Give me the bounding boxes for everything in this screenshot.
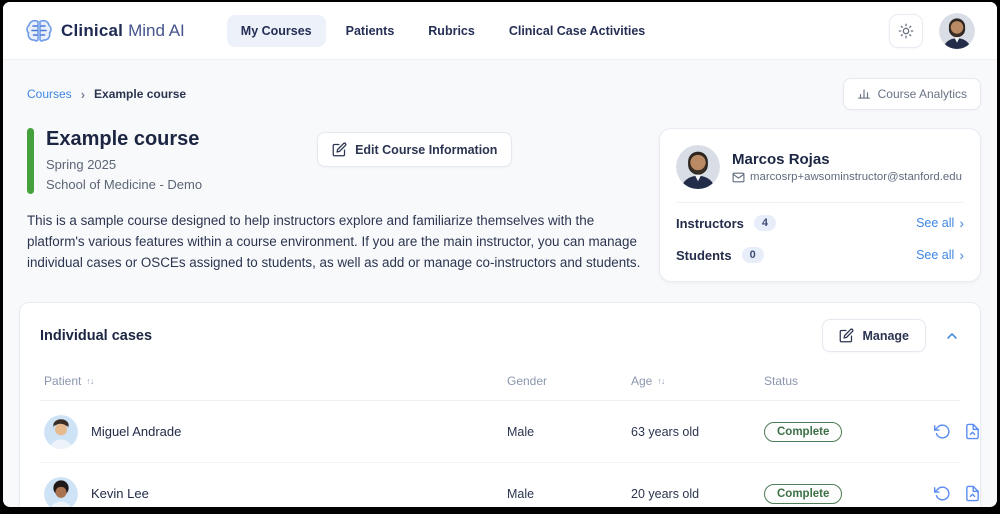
instructors-count-badge: 4 bbox=[753, 215, 777, 231]
main-nav: My Courses Patients Rubrics Clinical Cas… bbox=[226, 14, 659, 47]
breadcrumb-row: Courses › Example course Course Analytic… bbox=[3, 60, 997, 122]
column-header-status: Status bbox=[764, 374, 934, 388]
column-header-gender: Gender bbox=[507, 374, 631, 388]
manage-label: Manage bbox=[862, 328, 909, 343]
collapse-section-button[interactable] bbox=[944, 328, 960, 344]
sun-icon bbox=[898, 23, 914, 39]
individual-cases-card: Individual cases Manage bbox=[19, 302, 981, 507]
students-label: Students bbox=[676, 247, 732, 263]
brand-name-light: Mind AI bbox=[128, 20, 185, 40]
patient-name: Kevin Lee bbox=[91, 486, 149, 501]
brand-logo[interactable]: Clinical Mind AI bbox=[25, 18, 185, 44]
table-row-miguel-andrade[interactable]: Miguel Andrade Male 63 years old Complet… bbox=[40, 401, 979, 463]
chevron-right-icon: › bbox=[80, 86, 86, 102]
table-row-kevin-lee[interactable]: Kevin Lee Male 20 years old Complete bbox=[40, 463, 979, 507]
nav-item-rubrics[interactable]: Rubrics bbox=[428, 23, 475, 38]
edit-pencil-icon bbox=[332, 142, 347, 157]
case-report-button[interactable] bbox=[964, 423, 981, 440]
instructor-avatar bbox=[676, 145, 720, 189]
envelope-icon bbox=[732, 171, 745, 184]
restart-case-button[interactable] bbox=[934, 485, 951, 502]
gender-header-label: Gender bbox=[507, 374, 548, 388]
column-header-age[interactable]: Age ↑↓ bbox=[631, 374, 764, 388]
nav-item-my-courses[interactable]: My Courses bbox=[226, 14, 326, 47]
manage-button[interactable]: Manage bbox=[822, 319, 926, 352]
nav-item-clinical-case-activities[interactable]: Clinical Case Activities bbox=[508, 23, 646, 38]
course-description: This is a sample course designed to help… bbox=[27, 213, 641, 271]
nav-item-patients[interactable]: Patients bbox=[345, 23, 395, 38]
theme-toggle-button[interactable] bbox=[889, 13, 923, 48]
patient-avatar bbox=[44, 476, 78, 507]
breadcrumb-current: Example course bbox=[94, 87, 187, 101]
course-left-column: Example course Spring 2025 School of Med… bbox=[27, 128, 641, 282]
patient-gender: Male bbox=[507, 424, 535, 439]
instructor-name: Marcos Rojas bbox=[732, 150, 830, 168]
course-term: Spring 2025 bbox=[46, 157, 117, 172]
course-analytics-button[interactable]: Course Analytics bbox=[842, 78, 981, 110]
instructor-email: marcosrp+awsominstructor@stanford.edu bbox=[750, 171, 962, 183]
students-count-badge: 0 bbox=[741, 247, 764, 263]
individual-cases-title: Individual cases bbox=[40, 327, 153, 344]
status-badge: Complete bbox=[764, 483, 843, 504]
see-all-instructors-link[interactable]: See all › bbox=[916, 216, 964, 230]
course-section: Example course Spring 2025 School of Med… bbox=[3, 122, 997, 282]
sort-icon: ↑↓ bbox=[86, 376, 94, 386]
chevron-right-icon: › bbox=[959, 247, 964, 263]
course-color-bar bbox=[27, 128, 34, 194]
brain-logo-icon bbox=[25, 18, 53, 44]
instructors-label: Instructors bbox=[676, 215, 744, 231]
edit-pencil-icon bbox=[839, 328, 854, 343]
topbar-right bbox=[889, 12, 975, 49]
sort-icon: ↑↓ bbox=[657, 376, 665, 386]
age-header-label: Age bbox=[631, 374, 653, 388]
chevron-right-icon: › bbox=[959, 215, 964, 231]
see-all-instructors-label: See all bbox=[916, 216, 955, 230]
user-avatar[interactable] bbox=[939, 12, 975, 49]
restart-case-button[interactable] bbox=[934, 423, 951, 440]
top-navigation-bar: Clinical Mind AI My Courses Patients Rub… bbox=[3, 2, 997, 60]
patient-age: 63 years old bbox=[631, 424, 700, 439]
column-header-patient[interactable]: Patient ↑↓ bbox=[40, 374, 507, 388]
course-title: Example course bbox=[46, 128, 200, 150]
patient-header-label: Patient bbox=[44, 374, 82, 388]
app-window: Clinical Mind AI My Courses Patients Rub… bbox=[3, 2, 997, 507]
bar-chart-icon bbox=[857, 87, 871, 101]
edit-course-label: Edit Course Information bbox=[355, 142, 498, 157]
chevron-up-icon bbox=[944, 328, 960, 344]
course-school: School of Medicine - Demo bbox=[46, 176, 203, 192]
card-divider bbox=[676, 202, 964, 203]
see-all-students-label: See all bbox=[916, 248, 955, 262]
status-badge: Complete bbox=[764, 421, 843, 442]
breadcrumb-courses-link[interactable]: Courses bbox=[27, 87, 72, 101]
instructor-card: Marcos Rojas marcosrp+awsominstructor@st… bbox=[659, 128, 981, 282]
see-all-students-link[interactable]: See all › bbox=[916, 248, 964, 262]
case-report-button[interactable] bbox=[964, 485, 981, 502]
instructors-row: Instructors 4 See all › bbox=[676, 207, 964, 239]
patient-gender: Male bbox=[507, 486, 535, 501]
patient-name: Miguel Andrade bbox=[91, 424, 182, 439]
patient-avatar bbox=[44, 414, 78, 449]
cases-table-header: Patient ↑↓ Gender Age ↑↓ Status bbox=[40, 366, 960, 401]
students-row: Students 0 See all › bbox=[676, 239, 964, 271]
course-title-block: Example course Spring 2025 School of Med… bbox=[27, 128, 202, 194]
status-header-label: Status bbox=[764, 374, 799, 388]
brand-name-bold: Clinical bbox=[61, 20, 124, 40]
course-analytics-label: Course Analytics bbox=[877, 87, 967, 101]
patient-age: 20 years old bbox=[631, 486, 700, 501]
edit-course-information-button[interactable]: Edit Course Information bbox=[317, 132, 513, 167]
